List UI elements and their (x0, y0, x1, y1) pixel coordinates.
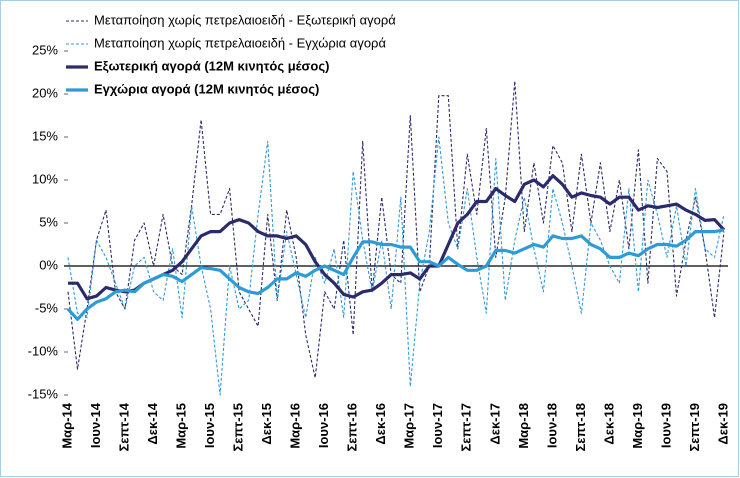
y-tick-label: -10% (28, 343, 59, 358)
legend-label: Εξωτερική αγορά (12Μ κινητός μέσος) (94, 58, 329, 73)
x-tick-label: Μαρ-19 (630, 403, 645, 449)
x-tick-label: Μαρ-15 (174, 403, 189, 449)
x-tick-label: Σεπτ-19 (687, 403, 702, 452)
legend-label: Μεταποίηση χωρίς πετρελαιοειδή - Εξωτερι… (94, 12, 396, 27)
x-tick-label: Ιουν-15 (202, 403, 217, 448)
x-tick-label: Ιουν-18 (544, 403, 559, 448)
x-tick-label: Μαρ-16 (288, 403, 303, 449)
series-line (68, 174, 726, 301)
y-tick-label: 0% (39, 257, 58, 272)
series-line (67, 80, 725, 379)
x-tick-label: Ιουν-17 (430, 403, 445, 448)
y-tick-label: 15% (32, 128, 58, 143)
x-tick-label: Δεκ-16 (373, 403, 388, 445)
y-tick-label: 5% (39, 214, 58, 229)
x-tick-label: Δεκ-18 (601, 403, 616, 445)
x-tick-label: Ιουν-16 (316, 403, 331, 448)
x-tick-label: Σεπτ-15 (231, 403, 246, 452)
series-line (66, 228, 725, 321)
x-tick-label: Σεπτ-16 (345, 403, 360, 452)
x-tick-label: Μαρ-17 (402, 403, 417, 449)
y-tick-label: 10% (32, 171, 58, 186)
x-tick-label: Δεκ-17 (487, 403, 502, 445)
legend-label: Εγχώρια αγορά (12Μ κινητός μέσος) (94, 81, 319, 96)
x-tick-label: Ιουν-19 (658, 403, 673, 448)
legend-label: Μεταποίηση χωρίς πετρελαιοειδή - Εγχώρια… (94, 35, 386, 50)
y-tick-label: 20% (32, 85, 58, 100)
x-tick-label: Σεπτ-14 (116, 402, 131, 451)
y-tick-label: -5% (35, 300, 59, 315)
series-line (67, 136, 725, 396)
y-tick-label: -15% (28, 386, 59, 401)
x-tick-label: Ιουν-14 (88, 402, 103, 448)
x-tick-label: Σεπτ-17 (459, 403, 474, 452)
x-tick-label: Δεκ-14 (145, 402, 160, 444)
x-tick-label: Μαρ-14 (59, 402, 74, 448)
x-tick-label: Δεκ-15 (259, 403, 274, 445)
x-tick-label: Μαρ-18 (516, 403, 531, 449)
x-tick-label: Δεκ-19 (715, 403, 730, 445)
x-tick-label: Σεπτ-18 (573, 403, 588, 452)
y-tick-label: 25% (32, 42, 58, 57)
